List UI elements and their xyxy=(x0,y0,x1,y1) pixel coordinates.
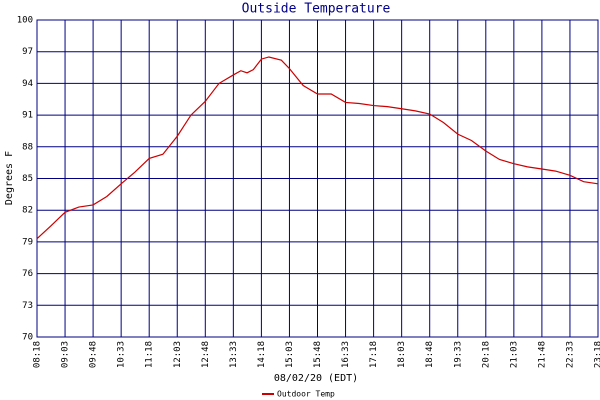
x-tick-label: 15:03 xyxy=(285,341,295,368)
x-tick-label: 16:33 xyxy=(341,341,351,368)
x-tick-label: 15:48 xyxy=(313,341,323,368)
y-tick-label: 85 xyxy=(22,174,33,184)
chart-title: Outside Temperature xyxy=(242,2,391,17)
x-axis-label: 08/02/20 (EDT) xyxy=(274,373,358,384)
data-line xyxy=(36,56,599,240)
x-tick-label: 19:33 xyxy=(453,341,463,368)
x-tick-label: 21:48 xyxy=(537,341,547,368)
y-tick-label: 91 xyxy=(22,111,33,121)
x-tick-label: 11:18 xyxy=(145,341,155,368)
y-tick-label: 79 xyxy=(22,237,33,247)
x-tick-label: 12:03 xyxy=(173,341,183,368)
y-tick-label: 100 xyxy=(17,16,33,26)
x-tick-label: 14:18 xyxy=(257,341,267,368)
y-tick-label: 88 xyxy=(22,142,33,152)
x-tick-label: 21:03 xyxy=(509,341,519,368)
x-tick-label: 22:33 xyxy=(565,341,575,368)
legend-label: Outdoor Temp xyxy=(277,390,335,399)
x-tick-label: 09:03 xyxy=(61,341,71,368)
x-tick-label: 17:18 xyxy=(369,341,379,368)
x-tick-label: 12:48 xyxy=(201,341,211,368)
plot-border xyxy=(36,19,599,338)
y-axis-label: Degrees F xyxy=(4,151,15,205)
x-tick-label: 18:48 xyxy=(425,341,435,368)
y-tick-label: 70 xyxy=(22,333,33,343)
x-tick-label: 20:18 xyxy=(481,341,491,368)
y-tick-label: 94 xyxy=(22,79,33,89)
y-tick-label: 97 xyxy=(22,47,33,57)
y-tick-label: 73 xyxy=(22,301,33,311)
x-tick-label: 09:48 xyxy=(89,341,99,368)
x-tick-label: 13:33 xyxy=(229,341,239,368)
x-tick-label: 08:18 xyxy=(33,341,43,368)
y-tick-label: 82 xyxy=(22,206,33,216)
x-tick-label: 23:18 xyxy=(594,341,600,368)
x-tick-label: 10:33 xyxy=(117,341,127,368)
x-tick-label: 18:03 xyxy=(397,341,407,368)
y-tick-label: 76 xyxy=(22,269,33,279)
